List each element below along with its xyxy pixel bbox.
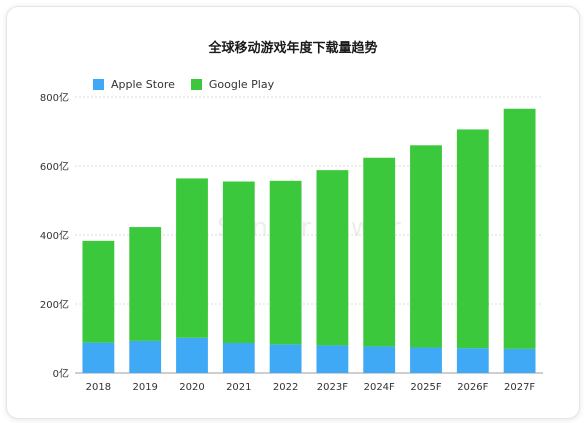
y-tick-label: 0亿 [53,367,69,380]
bar-chart: 0亿 200亿 400亿 600亿 800亿 2018 2019 2020 2021 2022 20… [40,91,543,393]
x-tick-label: 2023F [317,382,348,393]
bar-google-2019 [129,227,162,341]
bar-apple-2025F [410,347,442,373]
bar-google-2025F [410,145,442,348]
bar-apple-2019 [129,340,162,373]
chart-title: 全球移动游戏年度下载量趋势 [208,41,378,56]
y-tick-label: 200亿 [40,298,69,311]
y-tick-label: 800亿 [40,91,69,104]
bar-apple-2018 [82,342,115,373]
bar-google-2027F [503,108,536,349]
bar-google-2024F [363,157,396,347]
legend-swatch-google [190,79,202,90]
y-tick-label: 400亿 [40,229,69,242]
bar-apple-2027F [503,348,536,373]
bar-apple-2023F [316,345,349,373]
bar-apple-2022 [269,344,302,373]
bar-google-2020 [176,178,208,338]
bar-apple-2024F [363,346,396,373]
bar-apple-2026F [456,348,489,373]
x-tick-label: 2026F [457,382,488,393]
legend-label-google: Google Play [208,78,275,91]
bar-google-2021 [222,181,255,343]
x-tick-label: 2024F [364,382,395,393]
chart-card: 全球移动游戏年度下载量趋势 Apple Store Google Play Se… [6,6,580,419]
bar-apple-2020 [176,337,208,373]
legend-label-apple: Apple Store [111,78,175,91]
bar-google-2023F [316,170,349,346]
x-tick-label: 2025F [410,382,441,393]
legend-item-google: Google Play [190,78,275,91]
x-tick-label: 2019 [132,382,157,393]
x-tick-label: 2020 [179,382,204,393]
bar-apple-2021 [222,342,255,373]
legend: Apple Store Google Play [93,78,290,91]
legend-item-apple: Apple Store [93,78,175,91]
x-tick-label: 2027F [504,382,535,393]
legend-swatch-apple [93,79,104,90]
bar-google-2026F [456,129,489,349]
bar-google-2018 [82,240,115,343]
x-tick-label: 2022 [273,382,298,393]
x-tick-label: 2018 [86,382,111,393]
y-tick-label: 600亿 [40,160,69,173]
bar-google-2022 [269,180,302,345]
x-tick-label: 2021 [226,382,251,393]
